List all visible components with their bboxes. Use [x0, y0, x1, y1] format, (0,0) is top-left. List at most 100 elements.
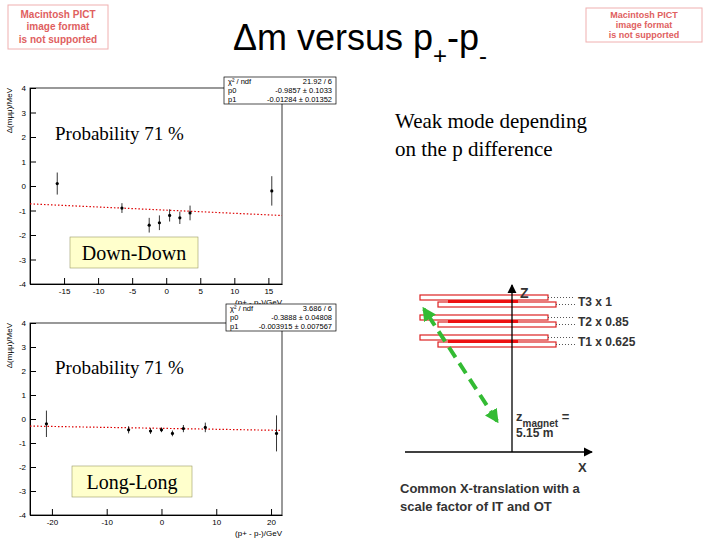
- pict-text: Macintosh PICT: [20, 9, 95, 20]
- stats-value: -0.003915 ± 0.007567: [259, 322, 332, 331]
- y-tick-mark: [30, 137, 36, 138]
- data-point: [120, 206, 123, 209]
- y-tick: -1: [19, 439, 36, 448]
- plot-data: [30, 173, 282, 233]
- x-tick: 10: [212, 509, 221, 527]
- x-tick-label: 10: [230, 287, 239, 296]
- layer-bar: [448, 300, 518, 303]
- x-axis-line: [31, 515, 283, 516]
- layer-extension: [548, 297, 575, 298]
- y-tick: -4: [19, 280, 36, 289]
- y-tick-label: 3: [22, 343, 27, 352]
- y-tick: 2: [22, 367, 36, 376]
- translation-arrow: [424, 309, 497, 421]
- x-tick-mark: [52, 509, 53, 515]
- x-tick: -15: [59, 278, 71, 296]
- y-tick-label: 0: [22, 182, 27, 191]
- pict-text: Macintosh PICT: [610, 10, 678, 20]
- layer-bar: [448, 320, 518, 323]
- chi2: 21.92: [303, 77, 322, 86]
- slide-title: Δm versus p+-p-: [233, 17, 487, 69]
- tracking-station: T2 x 0.85: [420, 315, 629, 329]
- y-tick: 0: [22, 182, 36, 191]
- x-tick-mark: [271, 509, 272, 515]
- y-tick-label: -2: [19, 231, 27, 240]
- x-tick-label: 15: [264, 287, 273, 296]
- x-tick-mark: [216, 509, 217, 515]
- y-tick-label: 4: [22, 319, 27, 328]
- layer-label: T3 x 1: [578, 295, 612, 309]
- y-tick-label: 2: [22, 133, 27, 142]
- y-tick: -3: [19, 487, 36, 496]
- label-text: Long-Long: [86, 471, 177, 494]
- z-axis-label: Z: [520, 285, 529, 301]
- note-text: Weak mode depending: [395, 109, 587, 133]
- label-box: [70, 237, 198, 268]
- x-tick-label: -10: [93, 287, 105, 296]
- tracking-station: T1 x 0.625: [420, 335, 636, 349]
- background: [0, 0, 720, 540]
- x-axis-line: [31, 284, 283, 285]
- label-box: [72, 466, 192, 497]
- pict-placeholder: Macintosh PICTimage formatis not support…: [586, 8, 702, 42]
- y-tick-label: 4: [22, 84, 27, 93]
- y-tick-mark: [30, 347, 36, 348]
- stats-value: -0.9857 ± 0.1033: [275, 86, 332, 95]
- layer-extension: [556, 324, 575, 325]
- layer-extension: [548, 317, 575, 318]
- z-axis-arrow: [511, 285, 512, 452]
- layer-label: T2 x 0.85: [578, 315, 629, 329]
- magnet-part: =: [558, 409, 570, 424]
- y-tick: 4: [22, 84, 36, 93]
- x-tick-label: -20: [47, 518, 59, 527]
- stats-value: -0.3888 ± 0.04808: [271, 313, 332, 322]
- y-tick: 1: [22, 158, 36, 167]
- stats-label: p1: [230, 322, 238, 331]
- data-point: [182, 427, 185, 430]
- x-tick: 10: [230, 278, 239, 296]
- x-tick: 15: [264, 278, 273, 296]
- y-tick-mark: [30, 491, 36, 492]
- x-tick-label: 0: [164, 287, 169, 296]
- data-point: [149, 429, 152, 432]
- y-tick: -3: [19, 256, 36, 265]
- x-tick-mark: [64, 278, 65, 284]
- x-axis: -15-10-5051015: [31, 278, 283, 296]
- pict-text: is not supported: [19, 34, 97, 45]
- pict-text: is not supported: [609, 30, 680, 40]
- param-error: 0.04808: [305, 313, 332, 322]
- x-tick-label: 10: [212, 518, 221, 527]
- y-tick: -2: [19, 231, 36, 240]
- y-tick-label: -3: [19, 487, 27, 496]
- param-value: -0.9857: [275, 86, 300, 95]
- x-tick-label: -10: [101, 518, 113, 527]
- data-point: [148, 224, 151, 227]
- data-point: [45, 422, 48, 425]
- x-tick-mark: [98, 278, 99, 284]
- fit-line: [30, 204, 282, 216]
- note-text: on the p difference: [395, 137, 553, 161]
- stats-frame: [224, 77, 336, 104]
- param-error: 0.007567: [301, 322, 332, 331]
- x-tick: 0: [160, 509, 165, 527]
- title-part: -: [479, 42, 487, 69]
- layer-bar: [448, 340, 518, 343]
- stats-value: 21.92 / 6: [303, 77, 332, 86]
- caption: Common X-translation with a: [400, 481, 581, 496]
- stats-label: χ² / ndf: [230, 304, 254, 313]
- y-tick-mark: [30, 395, 36, 396]
- data-point: [178, 216, 181, 219]
- y-axis: -4-3-2-101234: [19, 84, 36, 289]
- annotation: Probability 71 %: [55, 357, 184, 378]
- stats-label: p0: [230, 313, 238, 322]
- data-point: [270, 189, 273, 192]
- y-tick: -4: [19, 511, 36, 520]
- layer-extension: [556, 304, 575, 305]
- x-tick: -10: [101, 509, 113, 527]
- y-axis-title: Δ(mμμ)/MeV: [5, 87, 14, 133]
- stats-value: -0.01284 ± 0.01352: [267, 95, 332, 104]
- y-tick-label: -1: [19, 439, 27, 448]
- stats-frame: [226, 304, 336, 331]
- y-tick: 0: [22, 415, 36, 424]
- plot-data: [30, 411, 282, 452]
